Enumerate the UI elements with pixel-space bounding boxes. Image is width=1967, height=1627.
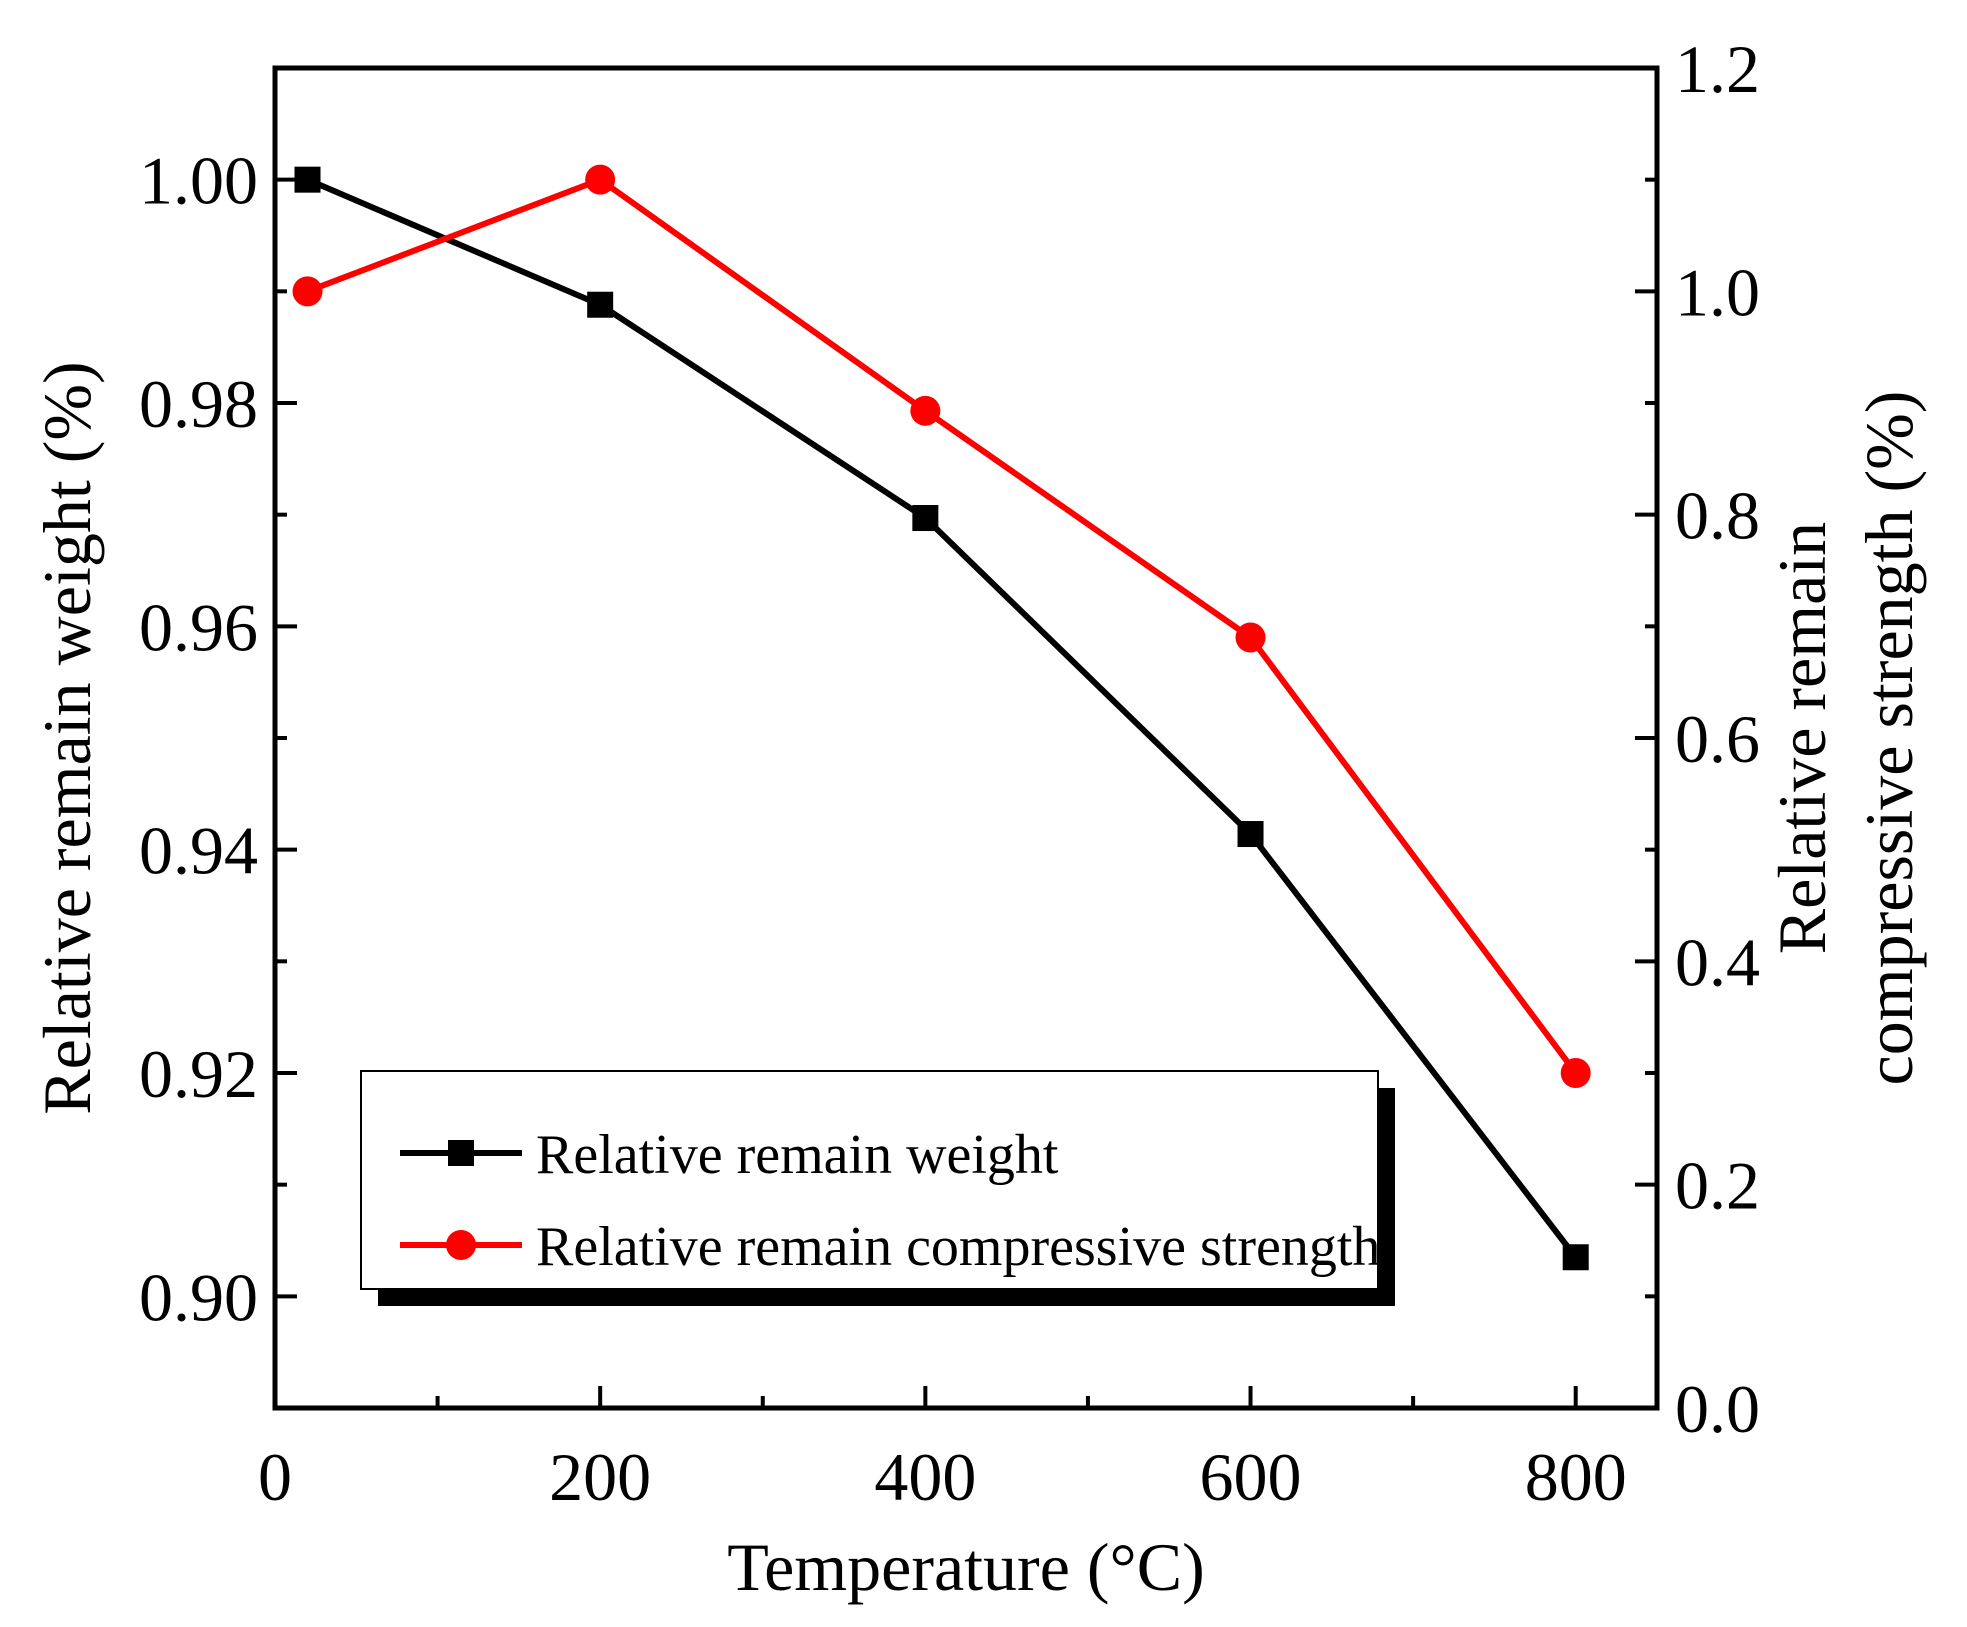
y-axis-right: 0.0 0.2 0.4 0.6 0.8 1.0 1.2 — [1635, 31, 1760, 1447]
y-left-tick-label: 0.96 — [139, 589, 258, 665]
y-axis-left-title: Relative remain weight (%) — [29, 361, 105, 1114]
y-left-tick-label: 0.94 — [139, 813, 258, 889]
x-tick-label: 800 — [1525, 1439, 1627, 1515]
y-right-tick-label: 0.2 — [1675, 1148, 1760, 1224]
series-strength-point — [1560, 1058, 1591, 1088]
x-tick-label: 0 — [258, 1439, 292, 1515]
y-left-tick-label: 1.00 — [139, 143, 258, 219]
x-axis: 0 200 400 600 800 — [258, 1386, 1627, 1515]
series-strength-point — [910, 395, 941, 426]
series-strength-point — [1235, 622, 1266, 653]
y-left-tick-label: 0.98 — [139, 366, 258, 442]
legend-strength-marker — [446, 1230, 476, 1260]
y-right-tick-label: 0.0 — [1675, 1371, 1760, 1447]
legend-strength-label: Relative remain compressive strength — [536, 1216, 1380, 1278]
y-right-tick-label: 0.6 — [1675, 701, 1760, 777]
series-strength-point — [292, 276, 323, 307]
series-weight-point — [1237, 821, 1264, 848]
x-axis-title: Temperature (°C) — [727, 1529, 1204, 1605]
x-tick-label: 200 — [549, 1439, 651, 1515]
series-weight-point — [587, 291, 614, 318]
series-strength-point — [585, 164, 616, 195]
y-axis-right-title-line2: compressive strength (%) — [1851, 391, 1927, 1086]
y-left-tick-label: 0.92 — [139, 1036, 258, 1112]
legend-box — [360, 1070, 1379, 1290]
series-strength-line — [306, 176, 1579, 1075]
y-right-tick-label: 0.8 — [1675, 478, 1760, 554]
series-weight-point — [294, 166, 321, 193]
y-right-tick-label: 0.4 — [1675, 924, 1760, 1000]
series-weight-point — [1562, 1244, 1589, 1271]
y-axis-left: 0.90 0.92 0.94 0.96 0.98 1.00 — [139, 66, 297, 1335]
legend: Relative remain weight Relative remain c… — [360, 1070, 1395, 1306]
legend-weight-label: Relative remain weight — [536, 1124, 1059, 1186]
y-left-tick-label: 0.90 — [139, 1259, 258, 1335]
series-weight-point — [912, 505, 939, 532]
x-tick-label: 600 — [1200, 1439, 1302, 1515]
series-layer — [292, 164, 1591, 1271]
y-right-tick-label: 1.2 — [1675, 31, 1760, 107]
x-tick-label: 400 — [874, 1439, 976, 1515]
legend-weight-marker — [448, 1140, 474, 1166]
y-right-tick-label: 1.0 — [1675, 254, 1760, 330]
y-axis-right-title-line1: Relative remain — [1764, 522, 1840, 954]
